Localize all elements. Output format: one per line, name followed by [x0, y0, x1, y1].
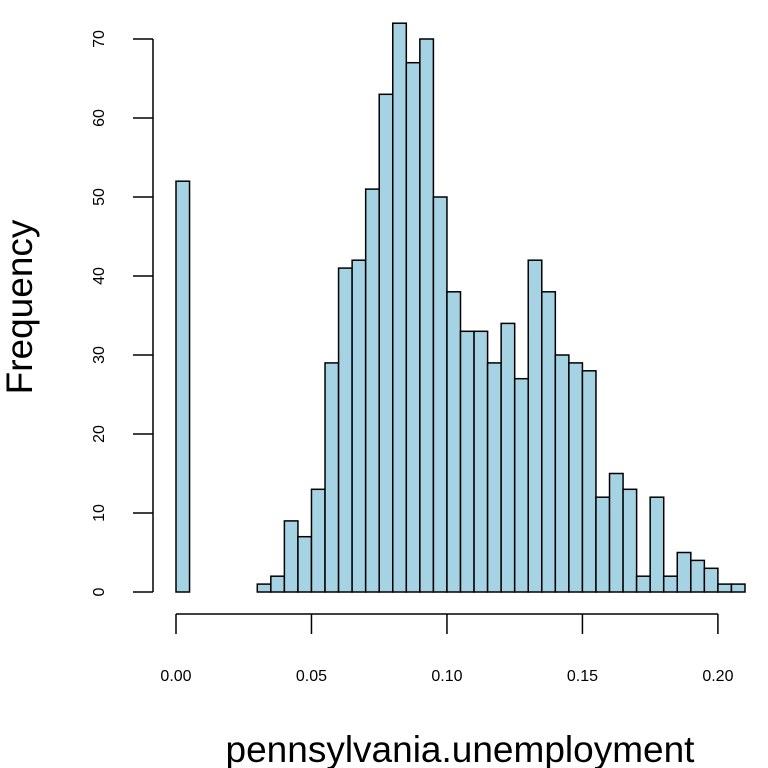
histogram-bar — [310, 488, 326, 593]
histogram-bar — [676, 551, 692, 593]
histogram-bar — [324, 362, 340, 593]
bars-group — [175, 22, 746, 593]
y-tick-label: 10 — [91, 504, 108, 522]
x-axis: 0.00 0.05 0.10 0.15 0.20 — [160, 613, 734, 685]
x-tick-label: 0.20 — [702, 668, 733, 685]
histogram-bar — [175, 180, 191, 593]
y-axis: 0 10 20 30 40 50 60 70 — [91, 30, 154, 596]
x-tick-label: 0.00 — [160, 668, 191, 685]
histogram-bar — [392, 22, 408, 593]
histogram-bar — [256, 583, 272, 593]
histogram-bar — [690, 559, 706, 593]
x-tick-label: 0.15 — [567, 668, 598, 685]
x-tick-label: 0.05 — [296, 668, 327, 685]
histogram-bar — [459, 330, 475, 593]
histogram-bar — [337, 267, 353, 593]
histogram-bar — [513, 377, 529, 593]
histogram-bar — [351, 259, 367, 593]
histogram-bar — [378, 93, 394, 593]
y-tick-label: 60 — [91, 109, 108, 127]
histogram-bar — [717, 583, 733, 593]
histogram-bar — [703, 567, 719, 593]
histogram-bar — [662, 575, 679, 593]
histogram-bar — [568, 362, 584, 593]
x-axis-title: pennsylvania.unemployment — [226, 729, 696, 768]
histogram-bar — [405, 61, 421, 593]
x-tick-label: 0.10 — [431, 668, 462, 685]
histogram-bar — [527, 259, 543, 593]
histogram-bar — [730, 583, 746, 593]
histogram-bar — [297, 535, 313, 593]
y-tick-label: 50 — [91, 188, 108, 206]
histogram-bar — [446, 291, 462, 593]
y-axis-title: Frequency — [0, 219, 40, 394]
y-tick-label: 70 — [91, 30, 108, 48]
histogram-bar — [595, 496, 611, 593]
histogram-bar — [283, 520, 299, 593]
histogram-bar — [608, 472, 624, 593]
histogram-bar — [432, 196, 448, 593]
histogram-bar — [622, 488, 638, 593]
histogram-bar — [635, 575, 651, 593]
y-tick-label: 30 — [91, 346, 108, 364]
histogram-bar — [419, 38, 435, 593]
histogram-bar — [581, 370, 597, 593]
histogram-bar — [541, 291, 557, 593]
histogram-bar — [270, 575, 286, 593]
histogram-bar — [486, 362, 502, 593]
y-tick-label: 0 — [91, 587, 108, 596]
histogram-bar — [364, 188, 380, 593]
histogram-bar — [500, 322, 516, 593]
histogram-bar — [473, 330, 489, 593]
histogram-bar — [554, 354, 570, 593]
histogram-bar — [649, 496, 665, 593]
y-tick-label: 40 — [91, 267, 108, 285]
y-tick-label: 20 — [91, 425, 108, 443]
